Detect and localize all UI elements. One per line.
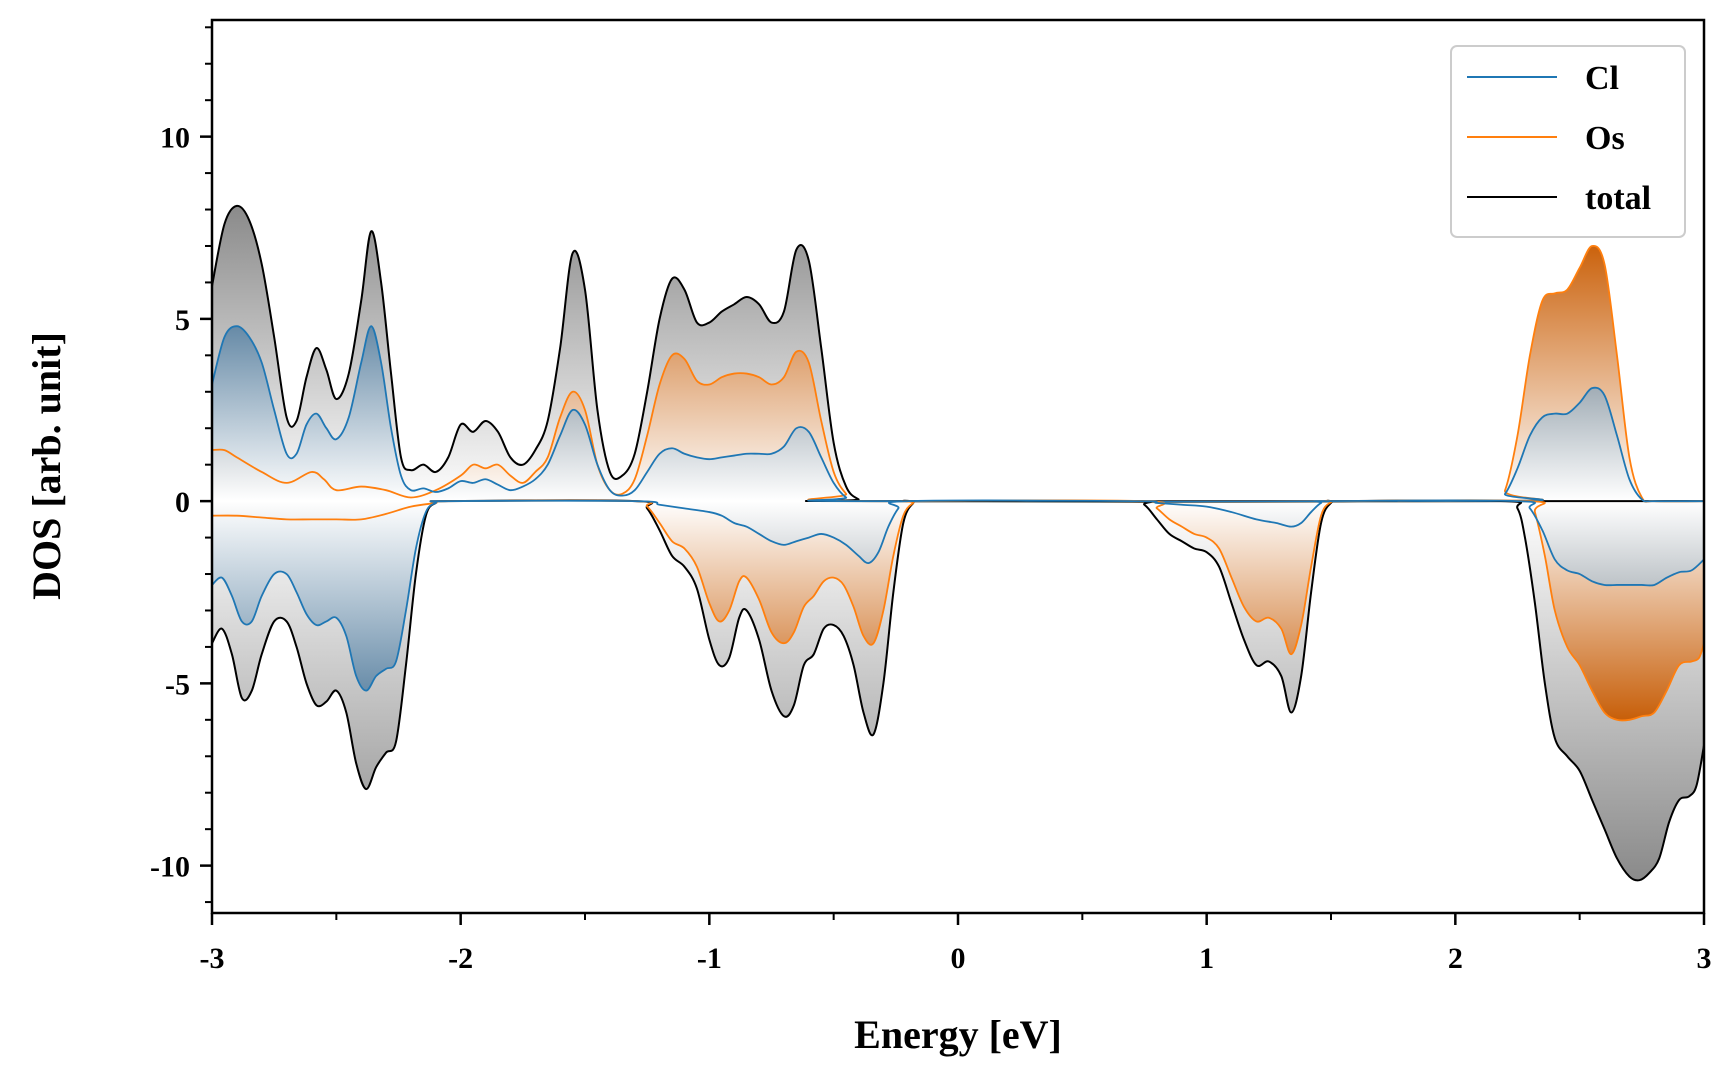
fill-total-up	[212, 205, 1704, 502]
x-axis: -3 -2 -1 0 1 2 3	[200, 913, 1712, 975]
line-total-down	[212, 499, 1704, 882]
y-tick-label: -10	[150, 851, 190, 884]
x-tick-label: 2	[1448, 942, 1463, 975]
fill-os-down	[212, 500, 1704, 721]
line-total-up	[212, 204, 1704, 503]
line-cl-down	[212, 499, 1704, 692]
x-tick-label: -2	[448, 942, 473, 975]
fill-os-up	[212, 245, 1704, 503]
x-tick-label: -3	[200, 942, 225, 975]
x-tick-label: 0	[951, 942, 966, 975]
fill-cl-down	[212, 500, 1704, 691]
legend-label-cl: Cl	[1585, 60, 1619, 97]
y-tick-label: 0	[175, 486, 190, 519]
fill-cl-up	[212, 326, 1704, 502]
y-tick-label: -5	[165, 668, 190, 701]
y-axis-title: DOS [arb. unit]	[24, 332, 69, 600]
line-os-up	[212, 244, 1704, 504]
y-tick-label: 10	[160, 122, 190, 155]
line-layer	[212, 204, 1704, 882]
fill-total-down	[212, 500, 1704, 881]
x-tick-label: 1	[1199, 942, 1214, 975]
x-tick-label: -1	[697, 942, 722, 975]
fill-layer	[212, 205, 1704, 881]
plot-area	[212, 204, 1704, 882]
x-axis-title: Energy [eV]	[854, 1012, 1062, 1057]
legend-box	[1450, 45, 1686, 238]
line-cl-up	[212, 325, 1704, 503]
legend-label-os: Os	[1585, 120, 1625, 157]
y-axis: -10 -5 0 5 10	[150, 26, 212, 904]
line-os-down	[212, 499, 1704, 722]
x-tick-label: 3	[1697, 942, 1712, 975]
y-tick-label: 5	[175, 304, 190, 337]
legend-label-total: total	[1585, 180, 1651, 217]
legend: Cl Os total	[1450, 45, 1686, 238]
